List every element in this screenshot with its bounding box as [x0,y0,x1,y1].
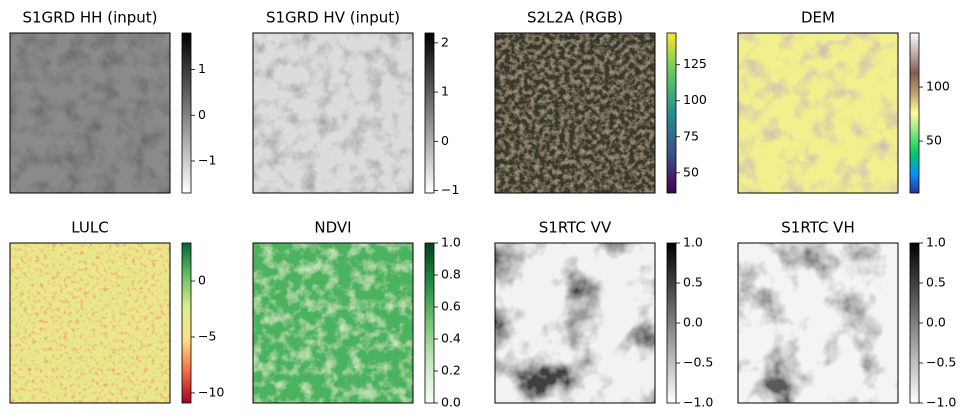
colorbar [181,242,192,404]
panel-title: S1GRD HV (input) [266,9,400,27]
panel-title: LULC [71,219,108,237]
image-frame [252,32,414,194]
colorbar-tick-label: 75 [683,128,699,143]
colorbar-tick-label: 100 [926,79,950,94]
colorbar-tick-label: 0.6 [441,299,461,314]
colorbar-tick-label: 0.0 [926,315,946,330]
colorbar [424,242,435,404]
image [495,243,655,403]
colorbar-tick-label: 0.5 [926,275,946,290]
colorbar-tick-label: 0 [198,107,206,122]
colorbar-tick-label: 1 [441,84,449,99]
colorbar [424,32,435,194]
image-frame [494,242,656,404]
colorbar [909,242,920,404]
colorbar-tick-label: 1.0 [926,235,946,250]
colorbar-tick-label: −10 [198,384,224,399]
panel-title: DEM [801,9,835,27]
colorbar-tick-label: 0.0 [683,315,703,330]
colorbar-tick-label: 100 [683,92,707,107]
colorbar-tick-label: 50 [683,164,699,179]
colorbar-tick-label: −1.0 [683,395,713,410]
colorbar [909,32,920,194]
colorbar-tick-label: 0 [441,133,449,148]
colorbar-tick-label: −1 [198,153,216,168]
panel-title: NDVI [314,219,351,237]
image-frame [252,242,414,404]
colorbar [181,32,192,194]
colorbar-tick-label: 1.0 [441,235,461,250]
image-frame [737,242,899,404]
image [495,33,655,193]
panel-title: S1RTC VV [539,219,612,237]
colorbar [666,242,677,404]
image-frame [494,32,656,194]
image [10,243,170,403]
colorbar-tick-label: 1 [198,61,206,76]
colorbar [666,32,677,194]
image-frame [9,242,171,404]
image [253,243,413,403]
colorbar-tick-label: −1 [441,182,459,197]
colorbar-tick-label: −5 [198,328,216,343]
colorbar-tick-label: 0.4 [441,331,461,346]
colorbar-tick-label: 2 [441,34,449,49]
panel-title: S2L2A (RGB) [527,9,623,27]
colorbar-tick-label: 125 [683,56,707,71]
colorbar-tick-label: 0.8 [441,267,461,282]
image-frame [737,32,899,194]
image-frame [9,32,171,194]
colorbar-tick-label: 0.5 [683,275,703,290]
colorbar-tick-label: 0.0 [441,395,461,410]
image [738,33,898,193]
colorbar-tick-label: −1.0 [926,395,956,410]
image [10,33,170,193]
image [738,243,898,403]
colorbar-tick-label: −0.5 [683,355,713,370]
colorbar-tick-label: 1.0 [683,235,703,250]
colorbar-tick-label: 50 [926,133,942,148]
colorbar-tick-label: −0.5 [926,355,956,370]
panel-title: S1GRD HH (input) [22,9,157,27]
colorbar-tick-label: 0.2 [441,363,461,378]
colorbar-tick-label: 0 [198,273,206,288]
panel-title: S1RTC VH [781,219,854,237]
image [253,33,413,193]
